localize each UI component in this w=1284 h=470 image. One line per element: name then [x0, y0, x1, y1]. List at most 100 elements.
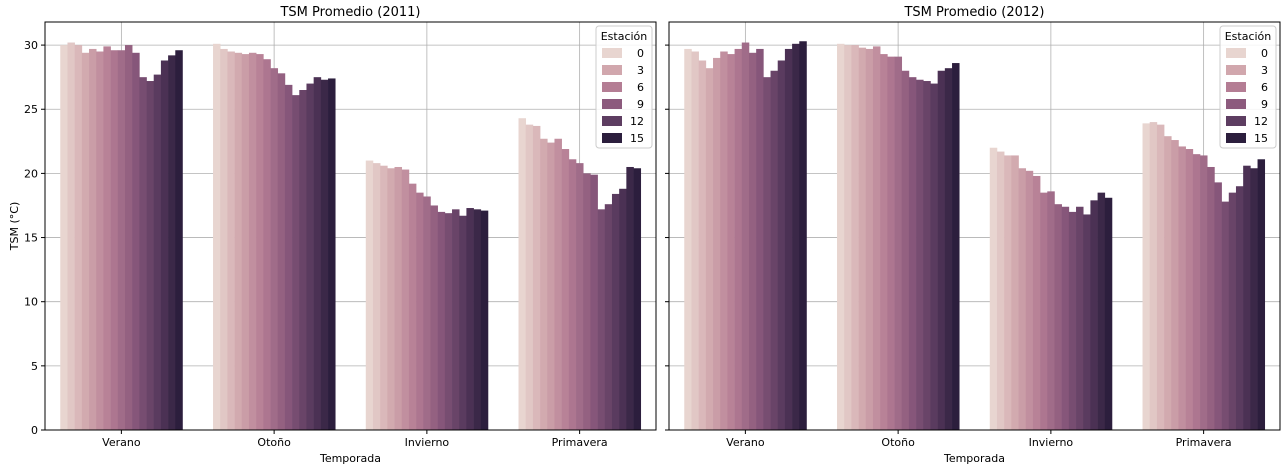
bar	[1257, 159, 1266, 430]
bar	[139, 77, 147, 431]
bar	[727, 54, 735, 430]
bar	[1200, 155, 1208, 430]
bar	[1250, 168, 1258, 430]
legend-label: 15	[630, 132, 644, 145]
bar	[763, 77, 771, 431]
bar	[248, 52, 257, 430]
bar	[619, 188, 627, 430]
legend-swatch	[602, 48, 622, 58]
bar	[887, 56, 895, 430]
bar	[611, 193, 620, 430]
bar	[263, 59, 271, 431]
bar	[1018, 168, 1027, 430]
bar	[394, 166, 403, 431]
bar	[1149, 122, 1158, 430]
x-tick-label: Primavera	[552, 436, 608, 449]
bar	[1076, 206, 1084, 430]
chart-title: TSM Promedio (2012)	[903, 5, 1044, 20]
bar	[908, 77, 917, 431]
bar	[1025, 170, 1034, 430]
bar	[858, 47, 867, 430]
x-tick-label: Verano	[102, 436, 141, 449]
bar	[234, 52, 243, 430]
bar	[540, 138, 548, 430]
bar	[930, 83, 938, 430]
x-tick-label: Invierno	[1029, 436, 1074, 449]
bar	[60, 45, 68, 431]
bar	[1243, 165, 1251, 430]
bar	[430, 205, 438, 430]
bar	[227, 51, 235, 430]
bar	[691, 51, 699, 430]
y-tick-label: 15	[24, 232, 38, 245]
bar	[160, 60, 169, 431]
bar	[604, 204, 613, 430]
bar	[1047, 191, 1055, 430]
bar	[1090, 200, 1098, 430]
y-tick-label: 25	[24, 103, 38, 116]
bar	[1207, 166, 1215, 431]
legend-swatch	[602, 65, 622, 75]
axes-frame	[668, 21, 1281, 431]
y-tick-label: 10	[24, 296, 38, 309]
y-tick-label: 20	[24, 167, 38, 180]
bar	[583, 173, 591, 430]
x-tick-label: Otoño	[257, 436, 291, 449]
bar	[96, 51, 104, 430]
bar	[865, 48, 874, 430]
bar	[1185, 149, 1194, 430]
bar	[153, 74, 162, 430]
bar	[277, 73, 286, 430]
bar	[220, 48, 228, 430]
bar	[103, 46, 111, 430]
legend-label: 3	[1261, 64, 1268, 77]
x-tick-label: Otoño	[881, 436, 915, 449]
x-tick-label: Primavera	[1176, 436, 1232, 449]
bar	[777, 60, 786, 431]
bar	[597, 209, 606, 430]
bar	[1040, 192, 1048, 430]
bar	[270, 68, 279, 430]
bar	[466, 208, 474, 430]
bar	[756, 48, 764, 430]
bar	[380, 165, 388, 430]
axes-frame	[44, 21, 657, 431]
bar	[770, 70, 779, 430]
bar	[328, 78, 336, 430]
legend-title: Estación	[601, 30, 648, 43]
x-tick-label: Verano	[726, 436, 765, 449]
bar	[554, 138, 562, 430]
bar	[372, 163, 381, 430]
bar	[132, 52, 140, 430]
bar	[916, 79, 924, 431]
legend-swatch	[1226, 133, 1246, 143]
bar	[720, 51, 728, 430]
bar	[952, 63, 960, 431]
bar	[1156, 124, 1165, 430]
legend-swatch	[1226, 116, 1246, 126]
bar	[67, 42, 75, 430]
bar	[1192, 154, 1201, 430]
bar	[299, 90, 307, 430]
bar	[561, 149, 570, 430]
legend-label: 12	[630, 115, 644, 128]
legend-swatch	[602, 133, 622, 143]
bar	[1164, 136, 1172, 430]
bar	[872, 46, 881, 430]
bar	[365, 160, 374, 430]
bar	[792, 43, 800, 431]
legend-swatch	[1226, 82, 1246, 92]
bar	[306, 83, 314, 430]
legend-swatch	[602, 99, 622, 109]
legend-label: 0	[637, 47, 644, 60]
legend-label: 3	[637, 64, 644, 77]
bar	[452, 209, 460, 430]
bar	[684, 48, 692, 430]
legend-label: 9	[1261, 98, 1268, 111]
bar	[473, 209, 482, 430]
bar	[937, 70, 946, 430]
bar	[1178, 146, 1186, 430]
y-tick-label: 0	[31, 424, 38, 437]
bar	[1221, 201, 1230, 430]
